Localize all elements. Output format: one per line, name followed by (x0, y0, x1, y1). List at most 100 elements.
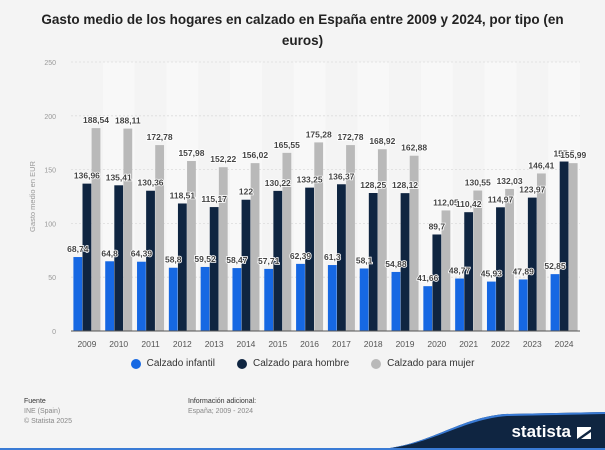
bar-calzado-para-mujer (187, 161, 196, 331)
data-label: 172,78 (147, 132, 173, 142)
data-label: 152,22 (210, 154, 236, 164)
x-tick-label: 2018 (364, 339, 383, 349)
bar-calzado-infantil (455, 278, 464, 331)
data-label: 128,25 (360, 180, 386, 190)
bar-calzado-para-hombre (432, 234, 442, 331)
statista-logo-icon (577, 427, 591, 439)
data-label: 45,93 (481, 269, 503, 279)
copyright: © Statista 2025 (24, 418, 72, 425)
data-label: 110,42 (456, 199, 482, 209)
data-label: 123,97 (519, 185, 545, 195)
y-axis-label: Gasto medio en EUR (28, 160, 37, 231)
bar-calzado-infantil (296, 263, 305, 331)
bar-calzado-para-mujer (536, 173, 546, 331)
data-label: 130,36 (138, 178, 164, 188)
bar-calzado-para-mujer (473, 190, 483, 331)
x-tick-label: 2009 (77, 339, 96, 349)
x-tick-label: 2020 (427, 339, 446, 349)
data-label: 172,78 (338, 132, 364, 142)
bar-calzado-para-hombre (337, 184, 346, 331)
data-label: 128,12 (392, 180, 418, 190)
bar-calzado-para-mujer (123, 128, 133, 331)
data-label: 175,28 (306, 129, 332, 139)
data-label: 165,55 (274, 140, 300, 150)
y-tick-label: 250 (44, 60, 56, 67)
data-label: 54,88 (385, 259, 407, 269)
bar-calzado-infantil (486, 281, 496, 331)
legend-item-hombre[interactable]: Calzado para hombre (236, 358, 349, 369)
data-label: 115,17 (201, 194, 227, 204)
data-label: 114,97 (488, 194, 514, 204)
x-tick-label: 2012 (173, 339, 192, 349)
data-label: 135,41 (106, 172, 132, 182)
bar-calzado-infantil (359, 268, 369, 331)
bar-calzado-para-mujer (505, 188, 514, 331)
info-text: España; 2009 - 2024 (188, 408, 253, 415)
bar-calzado-para-mujer (91, 128, 101, 331)
data-label: 52,85 (544, 261, 566, 271)
data-label: 157,5 (553, 149, 575, 159)
bar-calzado-infantil (168, 267, 178, 331)
x-tick-label: 2021 (459, 339, 478, 349)
bar-calzado-para-mujer (377, 149, 387, 331)
data-label: 118,51 (170, 190, 196, 200)
info-block: Información adicional: España; 2009 - 20… (188, 397, 256, 417)
y-tick-label: 50 (48, 275, 56, 282)
data-label: 48,77 (449, 266, 471, 276)
bar-calzado-para-hombre (177, 203, 187, 331)
bar-calzado-para-hombre (496, 207, 505, 331)
data-label: 62,39 (290, 251, 312, 261)
x-tick-label: 2010 (109, 339, 128, 349)
data-label: 59,52 (194, 254, 216, 264)
bar-calzado-para-hombre (527, 197, 537, 331)
bar-calzado-para-hombre (305, 187, 314, 331)
bar-calzado-infantil (73, 257, 83, 331)
bar-calzado-infantil (550, 274, 560, 331)
data-label: 132,03 (497, 176, 523, 186)
data-label: 133,25 (297, 175, 323, 185)
data-label: 41,66 (417, 273, 439, 283)
data-label: 64,8 (101, 248, 118, 258)
bar-calzado-para-mujer (441, 210, 451, 331)
legend-item-mujer[interactable]: Calzado para mujer (371, 358, 474, 369)
x-tick-label: 2023 (523, 339, 542, 349)
bar-calzado-para-mujer (282, 152, 292, 331)
y-tick-label: 200 (44, 114, 56, 121)
bar-calzado-para-mujer (218, 167, 228, 331)
legend-dot-icon (371, 358, 382, 369)
bar-calzado-para-mujer (314, 142, 324, 331)
data-label: 162,88 (401, 143, 427, 153)
bar-calzado-para-hombre (209, 207, 219, 331)
data-label: 188,54 (83, 115, 109, 125)
data-label: 156,02 (242, 150, 268, 160)
bottom-accent-line (0, 448, 605, 450)
bar-calzado-para-hombre (368, 193, 378, 331)
source-block: Fuente INE (Spain) © Statista 2025 (24, 397, 72, 427)
chart-title: Gasto medio de los hogares en calzado en… (41, 12, 564, 48)
data-label: 188,11 (115, 116, 141, 126)
bar-calzado-para-hombre (82, 183, 92, 331)
bar-calzado-infantil (518, 279, 528, 331)
x-tick-label: 2024 (555, 339, 574, 349)
bar-calzado-infantil (137, 261, 146, 331)
bar-calzado-para-hombre (273, 190, 283, 331)
data-label: 130,22 (265, 178, 291, 188)
data-label: 122 (239, 187, 253, 197)
statista-logo[interactable]: statista (511, 422, 571, 441)
y-tick-label: 100 (44, 221, 56, 228)
data-label: 130,55 (465, 178, 491, 188)
data-label: 157,98 (178, 148, 204, 158)
x-tick-label: 2014 (237, 339, 256, 349)
bar-calzado-para-hombre (559, 161, 569, 331)
legend-item-infantil[interactable]: Calzado infantil (130, 358, 215, 369)
bar-calzado-infantil (391, 271, 401, 331)
data-label: 89,7 (429, 221, 446, 231)
source-heading: Fuente (24, 398, 46, 405)
legend-label: Calzado para mujer (387, 358, 475, 369)
data-label: 155,99 (560, 150, 586, 160)
data-label: 68,74 (67, 244, 89, 254)
bar-calzado-infantil (105, 261, 115, 331)
x-tick-label: 2017 (332, 339, 351, 349)
source-link[interactable]: INE (Spain) (24, 408, 61, 415)
data-label: 58,1 (356, 255, 373, 265)
